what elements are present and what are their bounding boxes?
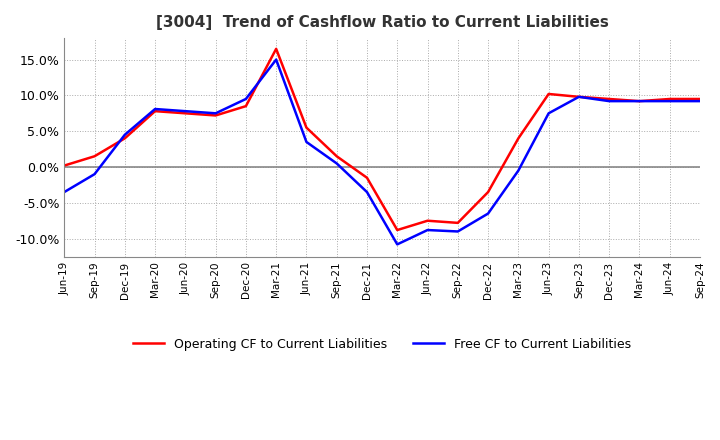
Free CF to Current Liabilities: [120, 132, 129, 137]
Free CF to Current Liabilities: [514, 168, 523, 173]
Free CF to Current Liabilities: [665, 99, 674, 104]
Operating CF to Current Liabilities: [575, 94, 583, 99]
Operating CF to Current Liabilities: [484, 190, 492, 195]
Free CF to Current Liabilities: [605, 99, 613, 104]
Free CF to Current Liabilities: [544, 111, 553, 116]
Free CF to Current Liabilities: [484, 211, 492, 216]
Line: Free CF to Current Liabilities: Free CF to Current Liabilities: [64, 59, 700, 244]
Operating CF to Current Liabilities: [302, 125, 311, 130]
Title: [3004]  Trend of Cashflow Ratio to Current Liabilities: [3004] Trend of Cashflow Ratio to Curren…: [156, 15, 608, 30]
Operating CF to Current Liabilities: [242, 103, 251, 109]
Free CF to Current Liabilities: [90, 172, 99, 177]
Free CF to Current Liabilities: [272, 57, 281, 62]
Free CF to Current Liabilities: [575, 94, 583, 99]
Operating CF to Current Liabilities: [211, 113, 220, 118]
Free CF to Current Liabilities: [423, 227, 432, 233]
Operating CF to Current Liabilities: [514, 136, 523, 141]
Operating CF to Current Liabilities: [544, 92, 553, 97]
Free CF to Current Liabilities: [333, 161, 341, 166]
Operating CF to Current Liabilities: [423, 218, 432, 224]
Operating CF to Current Liabilities: [605, 96, 613, 102]
Operating CF to Current Liabilities: [635, 99, 644, 104]
Free CF to Current Liabilities: [242, 96, 251, 102]
Free CF to Current Liabilities: [60, 190, 68, 195]
Operating CF to Current Liabilities: [333, 154, 341, 159]
Operating CF to Current Liabilities: [60, 163, 68, 168]
Free CF to Current Liabilities: [181, 109, 189, 114]
Free CF to Current Liabilities: [696, 99, 704, 104]
Free CF to Current Liabilities: [211, 111, 220, 116]
Operating CF to Current Liabilities: [363, 175, 372, 180]
Legend: Operating CF to Current Liabilities, Free CF to Current Liabilities: Operating CF to Current Liabilities, Fre…: [128, 333, 636, 356]
Free CF to Current Liabilities: [635, 99, 644, 104]
Free CF to Current Liabilities: [454, 229, 462, 234]
Free CF to Current Liabilities: [363, 190, 372, 195]
Operating CF to Current Liabilities: [120, 136, 129, 141]
Operating CF to Current Liabilities: [696, 96, 704, 102]
Operating CF to Current Liabilities: [181, 111, 189, 116]
Free CF to Current Liabilities: [302, 139, 311, 145]
Operating CF to Current Liabilities: [272, 46, 281, 51]
Free CF to Current Liabilities: [393, 242, 402, 247]
Operating CF to Current Liabilities: [90, 154, 99, 159]
Free CF to Current Liabilities: [150, 106, 159, 112]
Line: Operating CF to Current Liabilities: Operating CF to Current Liabilities: [64, 49, 700, 230]
Operating CF to Current Liabilities: [665, 96, 674, 102]
Operating CF to Current Liabilities: [150, 109, 159, 114]
Operating CF to Current Liabilities: [454, 220, 462, 226]
Operating CF to Current Liabilities: [393, 227, 402, 233]
